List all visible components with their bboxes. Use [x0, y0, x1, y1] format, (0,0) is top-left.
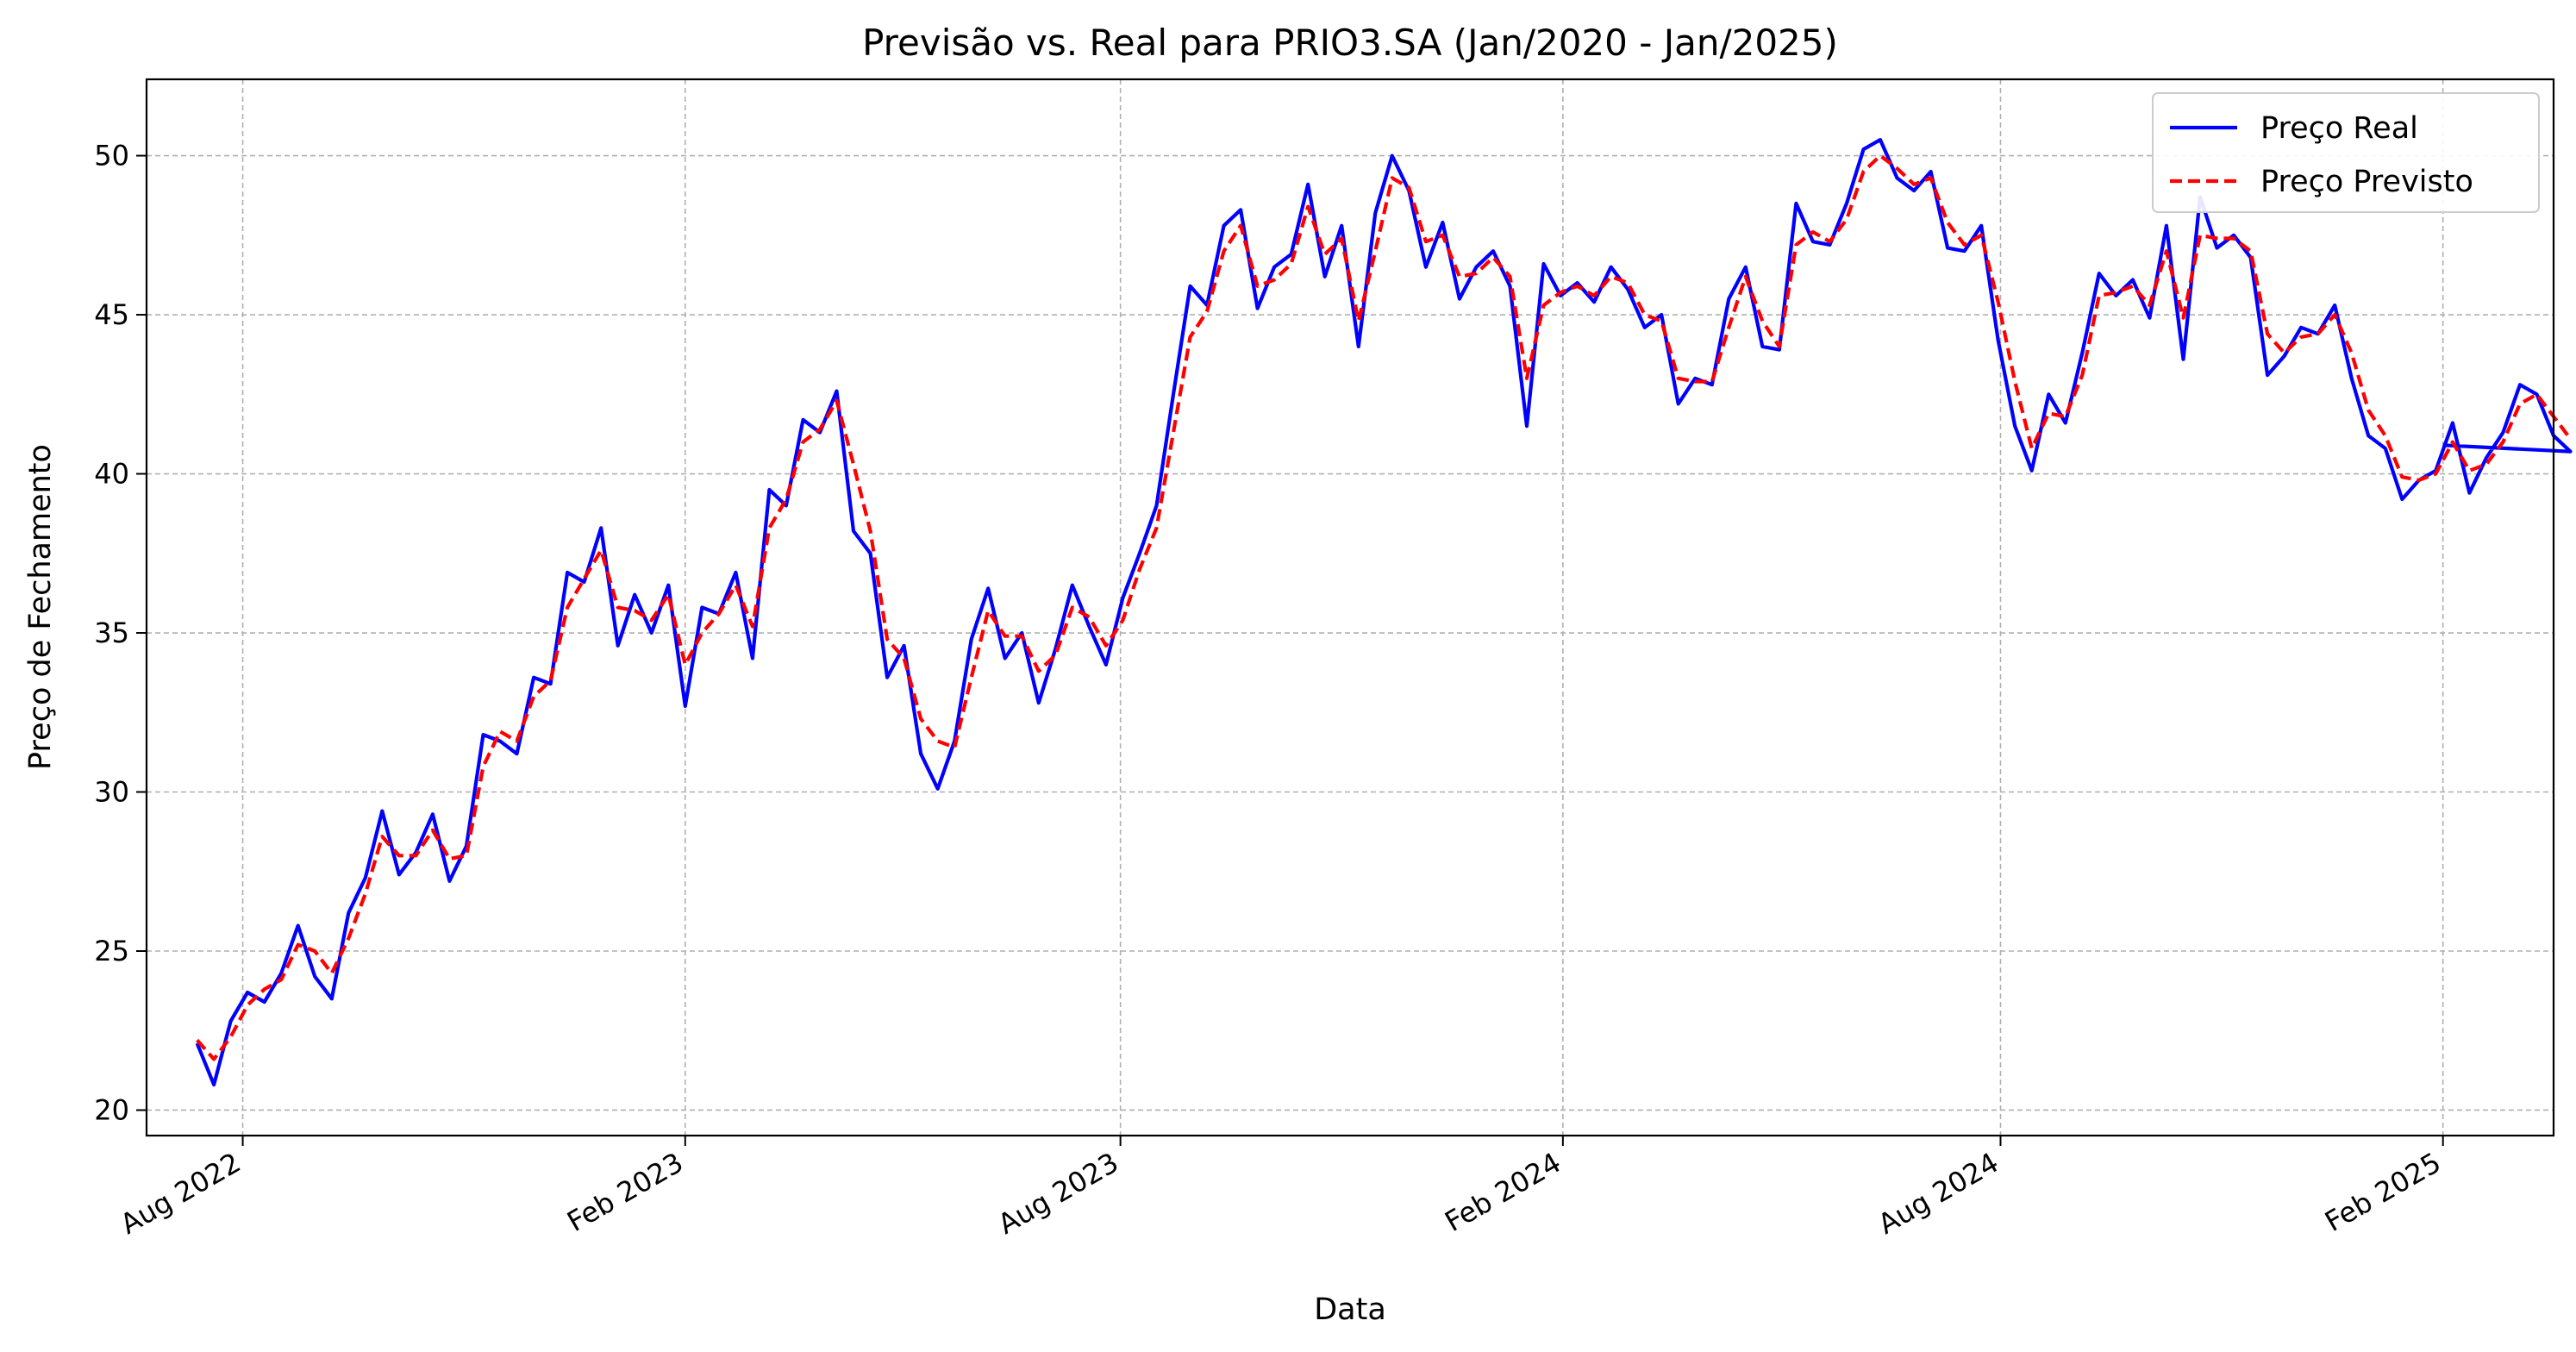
y-tick-label: 50 — [94, 140, 129, 172]
y-tick-label: 40 — [94, 458, 129, 491]
series-line-preco-real — [195, 138, 2573, 1087]
legend-label: Preço Real — [2260, 111, 2418, 146]
y-tick-label: 20 — [94, 1093, 129, 1126]
y-tick-label: 35 — [94, 617, 129, 649]
x-axis-label: Data — [1314, 1293, 1386, 1327]
y-tick-label: 25 — [94, 935, 129, 967]
legend: Preço Real Preço Previsto — [2152, 92, 2540, 213]
series-line-preco-previsto — [196, 153, 2573, 1061]
y-axis-label: Preço de Fechamento — [23, 444, 58, 770]
chart-title: Previsão vs. Real para PRIO3.SA (Jan/202… — [862, 22, 1838, 64]
legend-box — [2152, 92, 2540, 213]
y-tick-label: 45 — [94, 298, 129, 331]
y-tick-label: 30 — [94, 776, 129, 809]
legend-label: Preço Previsto — [2260, 165, 2473, 199]
plot-frame — [145, 78, 2555, 1137]
series-lines — [195, 138, 2573, 1087]
